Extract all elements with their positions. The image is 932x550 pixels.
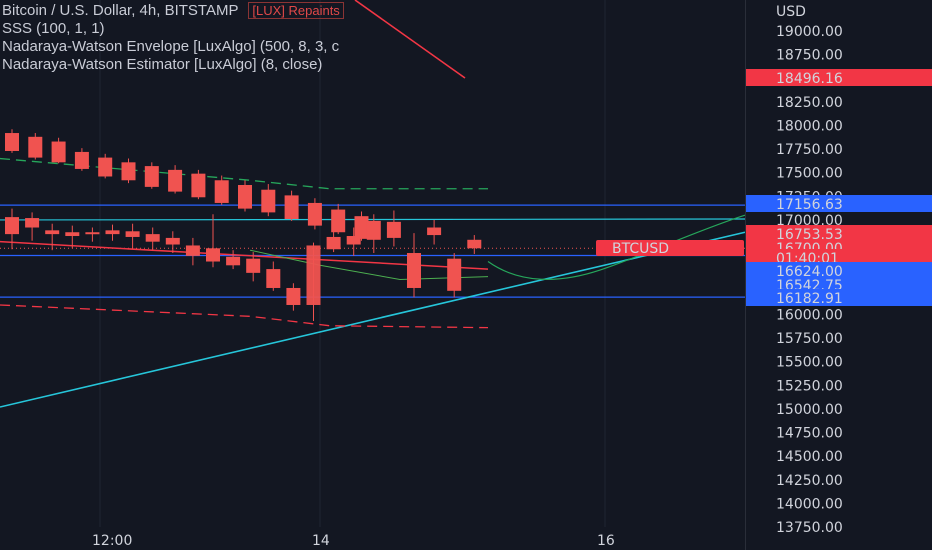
- flat-trendline: [0, 218, 746, 221]
- candle-body-18: [366, 220, 381, 240]
- upper-candle-body-12: [284, 195, 299, 220]
- price-tag-bg-7: [746, 289, 932, 306]
- upper-candle-body-3: [74, 151, 89, 169]
- price-tick-9: 15750.00: [776, 331, 843, 347]
- price-tick-0: 19000.00: [776, 24, 843, 40]
- candle-body-3: [65, 232, 80, 237]
- upper-candle-body-2: [51, 141, 66, 163]
- legend-line-estimator[interactable]: Nadaraya-Watson Estimator [LuxAlgo] (8, …: [2, 56, 323, 73]
- candle-body-13: [266, 269, 281, 288]
- candle-body-14: [286, 287, 301, 305]
- candle-body-8: [165, 237, 180, 245]
- price-tag-bg-2: [746, 225, 932, 242]
- price-tick-1: 18750.00: [776, 48, 843, 64]
- candle-body-10: [206, 248, 220, 262]
- estimator-line: [0, 240, 489, 270]
- candle-body-21: [427, 227, 442, 236]
- candle-body-11: [226, 256, 241, 266]
- price-tick-13: 14750.00: [776, 426, 843, 442]
- price-tag-0: 18496.16: [776, 71, 843, 87]
- candle-body-6: [125, 231, 140, 237]
- upper-candle-body-7: [168, 169, 183, 192]
- price-tick-17: 13750.00: [776, 520, 843, 536]
- price-tag-bg-5: [746, 262, 932, 279]
- price-tick-7: 17000.00: [776, 213, 843, 229]
- price-tick-15: 14250.00: [776, 473, 843, 489]
- estimator-projection: [487, 214, 746, 280]
- candle-body-15: [306, 245, 321, 305]
- candle-body-19: [386, 221, 401, 238]
- legend-title[interactable]: Bitcoin / U.S. Dollar, 4h, BITSTAMP: [2, 2, 239, 19]
- candle-body-22: [447, 258, 462, 291]
- time-label-0: 12:00: [92, 533, 132, 549]
- envelope-upper: [0, 157, 488, 190]
- candle-body-20: [407, 253, 421, 288]
- price-tick-5: 17500.00: [776, 166, 843, 182]
- price-tick-16: 14000.00: [776, 496, 843, 512]
- upper-candle-body-6: [144, 166, 159, 187]
- symbol-tag: BTCUSD: [612, 241, 669, 257]
- candle-body-9: [185, 245, 200, 256]
- upper-candle-body-1: [28, 136, 43, 158]
- upper-candle-body-4: [98, 157, 113, 177]
- price-tick-4: 17750.00: [776, 142, 843, 158]
- upper-candle-body-14: [331, 209, 346, 233]
- ascending-trendline: [0, 231, 746, 408]
- candle-body-2: [45, 230, 60, 235]
- envelope-lower: [0, 304, 489, 329]
- candle-body-0: [5, 217, 19, 235]
- candle-body-4: [85, 232, 100, 235]
- time-axis[interactable]: 12:00 14 16: [92, 533, 615, 549]
- candles-group: [5, 208, 482, 322]
- candle-body-7: [145, 234, 160, 242]
- upper-candle-body-5: [121, 162, 136, 181]
- legend-line-title: Bitcoin / U.S. Dollar, 4h, BITSTAMP [LUX…: [2, 2, 344, 20]
- legend-line-sss[interactable]: SSS (100, 1, 1): [2, 20, 105, 37]
- upper-candle-body-0: [5, 133, 19, 151]
- upper-candle-body-15: [354, 216, 369, 239]
- chart-drawings: BTCUSD: [0, 0, 746, 408]
- upper-candle-body-13: [307, 202, 322, 226]
- price-tick-2: 18250.00: [776, 95, 843, 111]
- upper-candle-body-8: [191, 173, 206, 198]
- price-tag-bg-1: [746, 195, 932, 212]
- price-tag-bg-6: [746, 276, 932, 293]
- price-tag-1: 17156.63: [776, 197, 843, 213]
- legend-line-envelope[interactable]: Nadaraya-Watson Envelope [LuxAlgo] (500,…: [2, 38, 340, 55]
- candle-body-5: [105, 230, 120, 235]
- price-tag-bg-4: [746, 249, 932, 266]
- grid-lines: [99, 0, 606, 527]
- candle-body-23: [467, 239, 482, 249]
- price-tag-7: 16182.91: [776, 291, 843, 307]
- descending-trendline: [354, 0, 466, 79]
- chart-legend: Bitcoin / U.S. Dollar, 4h, BITSTAMP [LUX…: [2, 2, 344, 74]
- price-axis[interactable]: 19000.00 18750.00 18250.00 18000.00 17750.00…: [745, 0, 932, 550]
- price-tick-8: 16000.00: [776, 307, 843, 323]
- symbol-tag-bg: [596, 240, 744, 256]
- price-tag-bg-0: [746, 69, 932, 86]
- repaints-badge: [LUX] Repaints: [248, 2, 344, 19]
- candles-upper-group: [5, 129, 369, 241]
- price-tick-3: 18000.00: [776, 118, 843, 134]
- price-tick-14: 14500.00: [776, 449, 843, 465]
- upper-candle-body-10: [238, 184, 252, 209]
- price-tick-11: 15250.00: [776, 378, 843, 394]
- candle-body-12: [246, 258, 261, 273]
- candle-body-17: [346, 236, 361, 245]
- price-tick-12: 15000.00: [776, 402, 843, 418]
- candle-body-16: [326, 236, 341, 250]
- time-label-1: 14: [312, 533, 330, 549]
- upper-candle-body-9: [214, 180, 229, 203]
- price-tick-10: 15500.00: [776, 355, 843, 371]
- axis-currency: USD: [776, 4, 806, 20]
- time-label-2: 16: [597, 533, 615, 549]
- upper-candle-body-11: [261, 189, 276, 213]
- candle-body-1: [25, 218, 40, 228]
- inner-band: [249, 249, 489, 280]
